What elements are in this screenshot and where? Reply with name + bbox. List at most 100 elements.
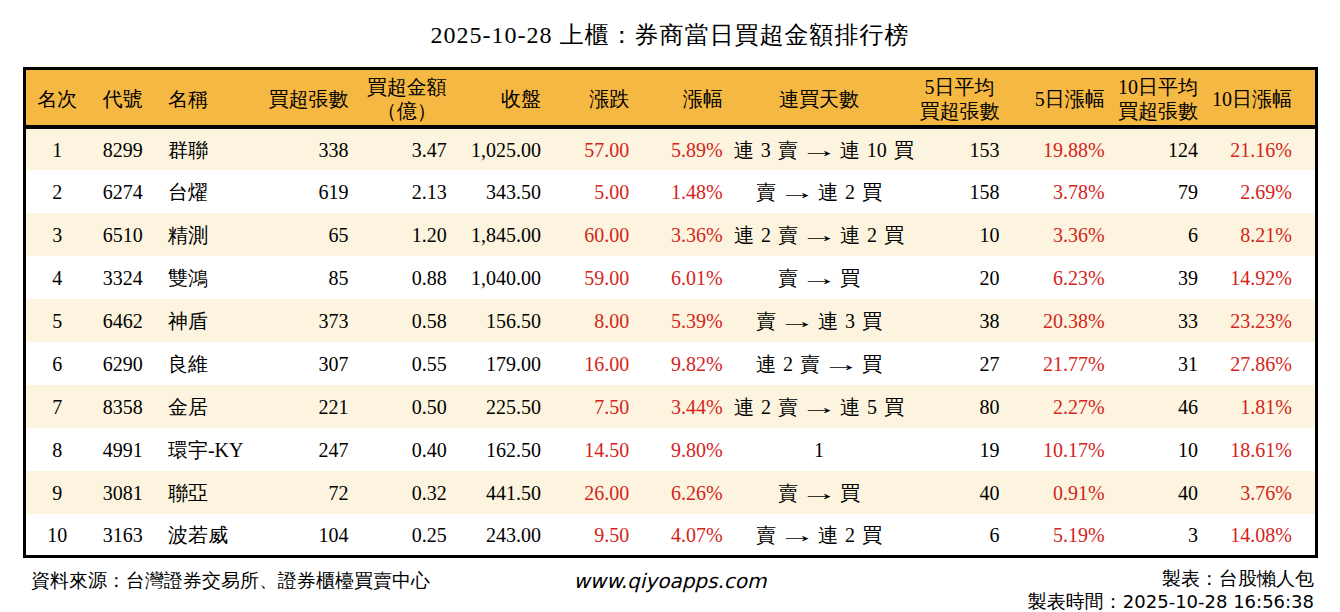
cell-net_buy_lots: 221	[256, 385, 360, 428]
cell-pct10: 18.61%	[1210, 428, 1316, 471]
cell-streak: 賣 → 買	[734, 471, 905, 514]
cell-close: 156.50	[458, 299, 553, 342]
column-header-streak: 連買天數	[734, 69, 905, 127]
cell-avg5_lots: 38	[904, 299, 1011, 342]
column-header-change: 漲跌	[553, 69, 641, 127]
cell-rank: 3	[25, 213, 89, 256]
cell-code: 6290	[89, 342, 157, 385]
cell-rank: 1	[25, 127, 89, 170]
cell-rank: 9	[25, 471, 89, 514]
cell-name: 良維	[157, 342, 256, 385]
column-header-line: 10日平均	[1118, 75, 1198, 99]
cell-name: 神盾	[157, 299, 256, 342]
cell-avg10_lots: 31	[1117, 342, 1210, 385]
table-row: 78358金居2210.50225.507.503.44%連 2 賣 → 連 5…	[25, 385, 1317, 428]
cell-net_buy_lots: 72	[256, 471, 360, 514]
cell-change_pct: 9.82%	[641, 342, 733, 385]
cell-avg5_lots: 40	[904, 471, 1011, 514]
cell-pct5: 20.38%	[1011, 299, 1116, 342]
cell-change_pct: 9.80%	[641, 428, 733, 471]
made-time-label: 製表時間：	[1028, 591, 1123, 612]
cell-avg10_lots: 3	[1117, 514, 1210, 557]
column-header-line: 買超張數	[1118, 99, 1198, 123]
arrow-right-icon: →	[778, 181, 816, 204]
cell-code: 8358	[89, 385, 157, 428]
cell-change: 60.00	[553, 213, 641, 256]
column-header-net_buy_lots: 買超張數	[256, 69, 360, 127]
cell-pct5: 2.27%	[1011, 385, 1116, 428]
cell-change: 14.50	[553, 428, 641, 471]
column-header-code: 代號	[89, 69, 157, 127]
cell-close: 162.50	[458, 428, 553, 471]
cell-name: 環宇-KY	[157, 428, 256, 471]
cell-avg10_lots: 6	[1117, 213, 1210, 256]
cell-net_buy_lots: 373	[256, 299, 360, 342]
cell-streak: 賣 → 連 2 買	[734, 170, 905, 213]
cell-change_pct: 1.48%	[641, 170, 733, 213]
cell-change_pct: 5.89%	[641, 127, 733, 170]
cell-net_buy_amount: 0.32	[361, 471, 458, 514]
cell-net_buy_lots: 619	[256, 170, 360, 213]
arrow-right-icon: →	[800, 224, 838, 247]
arrow-right-icon: →	[778, 310, 816, 333]
column-header-avg5_lots: 5日平均買超張數	[904, 69, 1011, 127]
cell-streak: 連 2 賣 → 連 5 買	[734, 385, 905, 428]
cell-code: 3324	[89, 256, 157, 299]
cell-pct5: 0.91%	[1011, 471, 1116, 514]
made-by-block: 製表：台股懶人包 製表時間：2025-10-28 16:56:38	[1028, 567, 1314, 612]
cell-change: 9.50	[553, 514, 641, 557]
ranking-table: 名次代號名稱買超張數買超金額（億）收盤漲跌漲幅連買天數5日平均買超張數5日漲幅1…	[23, 67, 1318, 558]
cell-name: 金居	[157, 385, 256, 428]
cell-code: 6510	[89, 213, 157, 256]
column-header-line: 買超金額	[367, 75, 447, 99]
cell-pct5: 21.77%	[1011, 342, 1116, 385]
table-row: 43324雙鴻850.881,040.0059.006.01%賣 → 買206.…	[25, 256, 1317, 299]
arrow-right-icon: →	[800, 267, 838, 290]
cell-close: 343.50	[458, 170, 553, 213]
cell-name: 波若威	[157, 514, 256, 557]
cell-pct10: 8.21%	[1210, 213, 1316, 256]
table-row: 26274台燿6192.13343.505.001.48%賣 → 連 2 買15…	[25, 170, 1317, 213]
cell-net_buy_amount: 0.58	[361, 299, 458, 342]
cell-avg5_lots: 153	[904, 127, 1011, 170]
table-row: 84991環宇-KY2470.40162.5014.509.80%11910.1…	[25, 428, 1317, 471]
cell-change_pct: 3.44%	[641, 385, 733, 428]
cell-code: 6462	[89, 299, 157, 342]
cell-change_pct: 6.01%	[641, 256, 733, 299]
cell-code: 8299	[89, 127, 157, 170]
cell-change: 8.00	[553, 299, 641, 342]
cell-net_buy_lots: 338	[256, 127, 360, 170]
column-header-name: 名稱	[157, 69, 256, 127]
cell-rank: 4	[25, 256, 89, 299]
cell-avg5_lots: 80	[904, 385, 1011, 428]
cell-code: 4991	[89, 428, 157, 471]
cell-net_buy_lots: 307	[256, 342, 360, 385]
column-header-line: 買超張數	[919, 99, 999, 123]
page-title: 2025-10-28 上櫃：券商當日買超金額排行榜	[0, 19, 1340, 51]
cell-code: 6274	[89, 170, 157, 213]
cell-net_buy_amount: 0.55	[361, 342, 458, 385]
cell-avg5_lots: 19	[904, 428, 1011, 471]
cell-streak: 連 2 賣 → 連 2 買	[734, 213, 905, 256]
cell-pct10: 23.23%	[1210, 299, 1316, 342]
table-row: 66290良維3070.55179.0016.009.82%連 2 賣 → 買2…	[25, 342, 1317, 385]
table-row: 93081聯亞720.32441.5026.006.26%賣 → 買400.91…	[25, 471, 1317, 514]
cell-pct10: 27.86%	[1210, 342, 1316, 385]
table-row: 18299群聯3383.471,025.0057.005.89%連 3 賣 → …	[25, 127, 1317, 170]
cell-streak: 連 2 賣 → 買	[734, 342, 905, 385]
cell-avg5_lots: 158	[904, 170, 1011, 213]
made-time-value: 2025-10-28 16:56:38	[1123, 591, 1314, 612]
cell-streak: 連 3 賣 → 連 10 買	[734, 127, 905, 170]
arrow-right-icon: →	[778, 524, 816, 547]
cell-change_pct: 4.07%	[641, 514, 733, 557]
arrow-right-icon: →	[822, 353, 860, 376]
cell-avg10_lots: 10	[1117, 428, 1210, 471]
cell-close: 1,845.00	[458, 213, 553, 256]
cell-rank: 8	[25, 428, 89, 471]
cell-avg10_lots: 79	[1117, 170, 1210, 213]
cell-rank: 6	[25, 342, 89, 385]
cell-avg5_lots: 27	[904, 342, 1011, 385]
cell-pct10: 1.81%	[1210, 385, 1316, 428]
column-header-avg10_lots: 10日平均買超張數	[1117, 69, 1210, 127]
column-header-rank: 名次	[25, 69, 89, 127]
